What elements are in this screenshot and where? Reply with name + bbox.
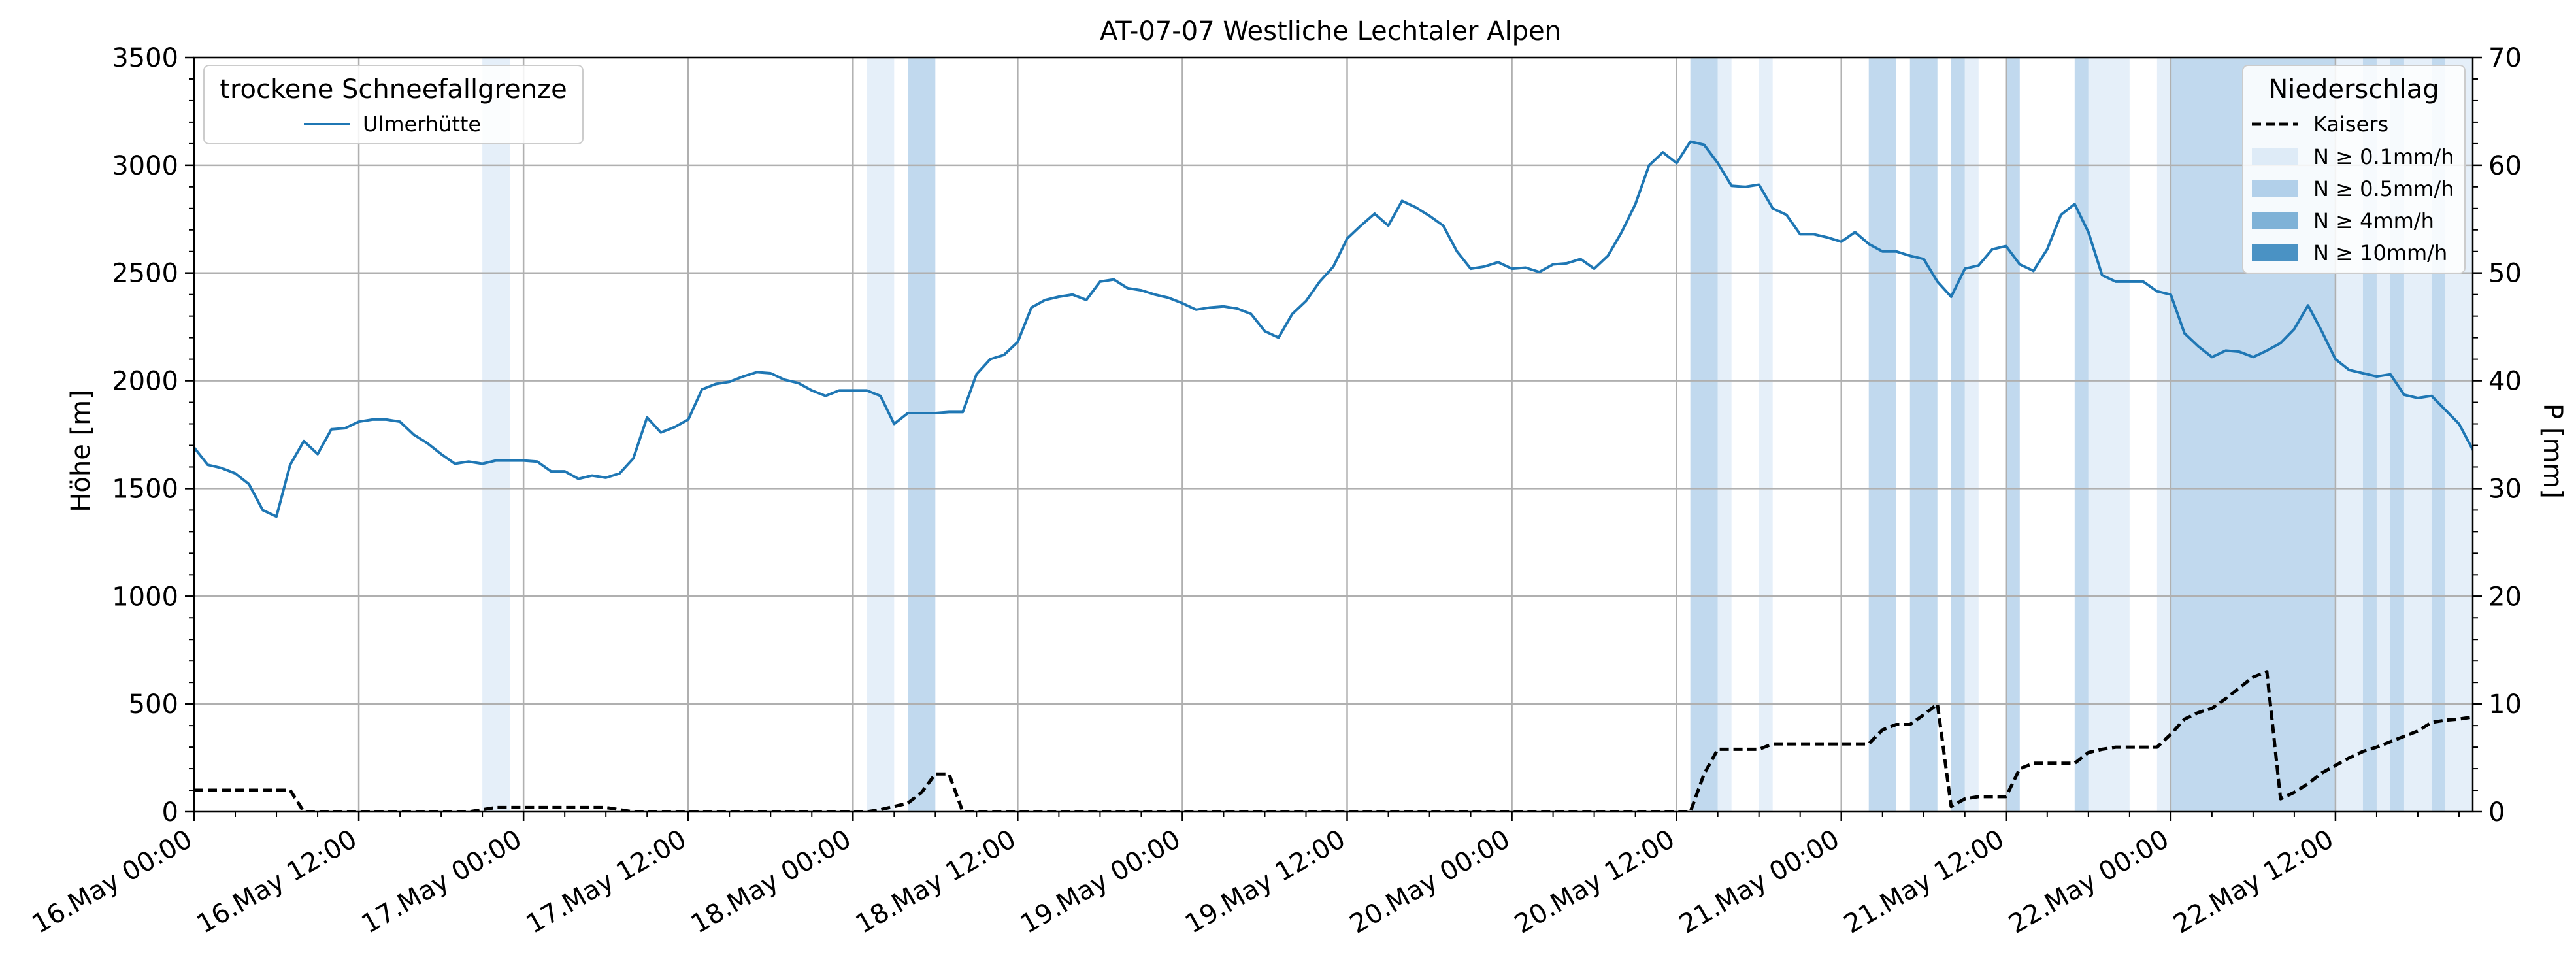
y-left-tick-label-4: 2000 bbox=[112, 367, 178, 397]
plot-frame bbox=[193, 56, 2474, 813]
y-left-tick-label-3: 1500 bbox=[112, 474, 178, 504]
chart-title: AT-07-07 Westliche Lechtaler Alpen bbox=[1100, 16, 1561, 46]
series-line-kaisers bbox=[194, 670, 2473, 812]
legend-precip-swatch-n05 bbox=[2252, 180, 2298, 197]
precip-band-4 bbox=[1717, 58, 1732, 812]
legend-precip-swatch-n10 bbox=[2252, 244, 2298, 261]
series-line-ulmerh-tte bbox=[194, 140, 2473, 518]
precip-band-2 bbox=[908, 58, 936, 812]
legend-precip-label-kaisers: Kaisers bbox=[2313, 112, 2388, 137]
precip-band-10 bbox=[2006, 58, 2020, 812]
y-left-tick-label-5: 2500 bbox=[112, 259, 178, 289]
legend-precip-box bbox=[2242, 65, 2466, 274]
precip-band-7 bbox=[1909, 58, 1938, 812]
y-right-tick-label-6: 60 bbox=[2488, 151, 2522, 181]
series-layer bbox=[194, 140, 2473, 812]
legend-snowfall-box bbox=[203, 65, 584, 144]
precip-band-3 bbox=[1690, 58, 1718, 812]
precip-band-13 bbox=[2156, 58, 2171, 812]
y-axis-left-title: Höhe [m] bbox=[66, 390, 96, 512]
precip-band-8 bbox=[1951, 58, 1965, 812]
legend-snowfall: trockene Schneefallgrenze Ulmerhütte bbox=[203, 65, 584, 144]
precip-band-6 bbox=[1868, 58, 1896, 812]
precip-band-12 bbox=[2088, 58, 2130, 812]
precip-band-0 bbox=[482, 58, 510, 812]
y-right-tick-label-7: 70 bbox=[2488, 43, 2522, 73]
legend-precip-swatch-n4 bbox=[2252, 212, 2298, 229]
y-right-tick-label-4: 40 bbox=[2488, 367, 2522, 397]
y-axis-right-title: P [mm] bbox=[2537, 403, 2568, 499]
grid-layer bbox=[193, 56, 2473, 813]
y-left-tick-label-7: 3500 bbox=[112, 43, 178, 73]
y-left-tick-label-1: 500 bbox=[129, 690, 178, 720]
legend-precip-label-n10: N ≥ 10mm/h bbox=[2313, 241, 2447, 265]
precip-band-5 bbox=[1759, 58, 1773, 812]
y-right-tick-label-5: 50 bbox=[2488, 259, 2522, 289]
y-left-tick-label-6: 3000 bbox=[112, 151, 178, 181]
precip-band-11 bbox=[2074, 58, 2089, 812]
y-left-tick-label-0: 0 bbox=[162, 797, 178, 827]
legend-precip-swatch-n01 bbox=[2252, 148, 2298, 165]
legend-snowfall-title: trockene Schneefallgrenze bbox=[220, 75, 567, 105]
y-right-tick-label-3: 30 bbox=[2488, 474, 2522, 504]
legend-precip-label-n01: N ≥ 0.1mm/h bbox=[2313, 144, 2454, 169]
y-right-tick-label-2: 20 bbox=[2488, 582, 2522, 612]
precip-band-1 bbox=[867, 58, 895, 812]
legend-precip-label-n05: N ≥ 0.5mm/h bbox=[2313, 176, 2454, 201]
precip-band-9 bbox=[1964, 58, 1979, 812]
legend-precip-title: Niederschlag bbox=[2268, 75, 2439, 105]
legend-precip-label-n4: N ≥ 4mm/h bbox=[2313, 209, 2434, 233]
legend-precip: Niederschlag Kaisers N ≥ 0.1mm/h N ≥ 0.5… bbox=[2242, 65, 2466, 274]
y-right-tick-label-1: 10 bbox=[2488, 690, 2522, 720]
y-right-tick-label-0: 0 bbox=[2488, 797, 2505, 827]
legend-snowfall-label-ulmerhuette: Ulmerhütte bbox=[363, 112, 481, 137]
y-left-tick-label-2: 1000 bbox=[112, 582, 178, 612]
